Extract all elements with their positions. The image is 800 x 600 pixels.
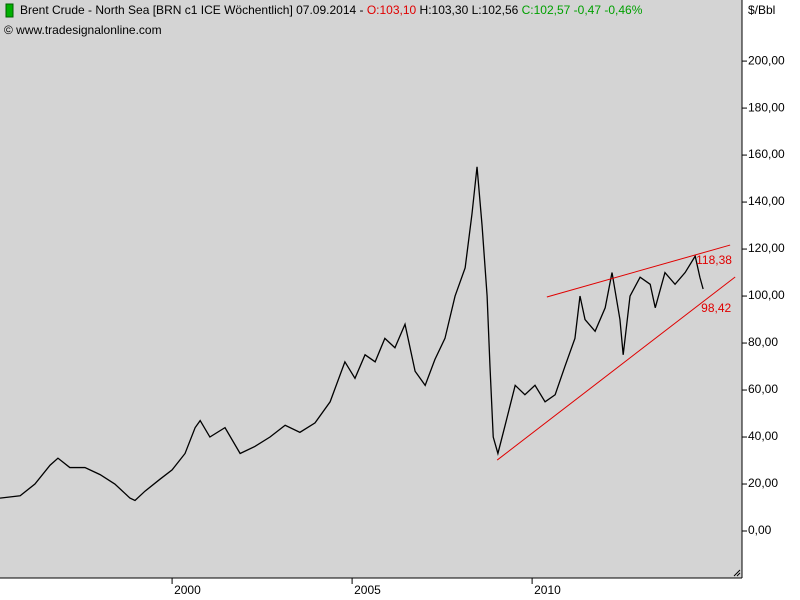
trend-label: 118,38: [696, 253, 732, 267]
price-line: [0, 166, 704, 502]
y-tick-label: 140,00: [748, 194, 785, 208]
y-tick-label: 100,00: [748, 288, 785, 302]
title-segment: Brent Crude - North Sea [BRN c1 ICE Wöch…: [20, 3, 367, 17]
y-tick-label: 0,00: [748, 523, 772, 537]
y-tick-label: 60,00: [748, 382, 778, 396]
title-segment: O:103,10: [367, 3, 417, 17]
chart-title: Brent Crude - North Sea [BRN c1 ICE Wöch…: [20, 3, 643, 17]
y-tick-label: 200,00: [748, 53, 785, 67]
symbol-icon: [5, 3, 14, 18]
plot-background: [0, 0, 742, 578]
y-tick-label: 40,00: [748, 429, 778, 443]
y-tick-label: 120,00: [748, 241, 785, 255]
y-tick-label: 20,00: [748, 476, 778, 490]
title-segment: C:102,57 -0,47 -0,46%: [522, 3, 643, 17]
title-segment: H:103,30 L:102,56: [416, 3, 521, 17]
x-tick-label: 2005: [354, 583, 381, 597]
y-tick-label: 180,00: [748, 100, 785, 114]
x-tick-label: 2010: [534, 583, 561, 597]
y-axis-label: $/Bbl: [748, 3, 775, 17]
resize-icon: [733, 569, 741, 577]
trend-label: 98,42: [701, 301, 731, 315]
x-tick-label: 2000: [174, 583, 201, 597]
trend-line: [496, 276, 736, 461]
y-tick-label: 80,00: [748, 335, 778, 349]
subtitle: © www.tradesignalonline.com: [4, 23, 162, 37]
y-tick-label: 160,00: [748, 147, 785, 161]
trend-line: [546, 244, 731, 298]
